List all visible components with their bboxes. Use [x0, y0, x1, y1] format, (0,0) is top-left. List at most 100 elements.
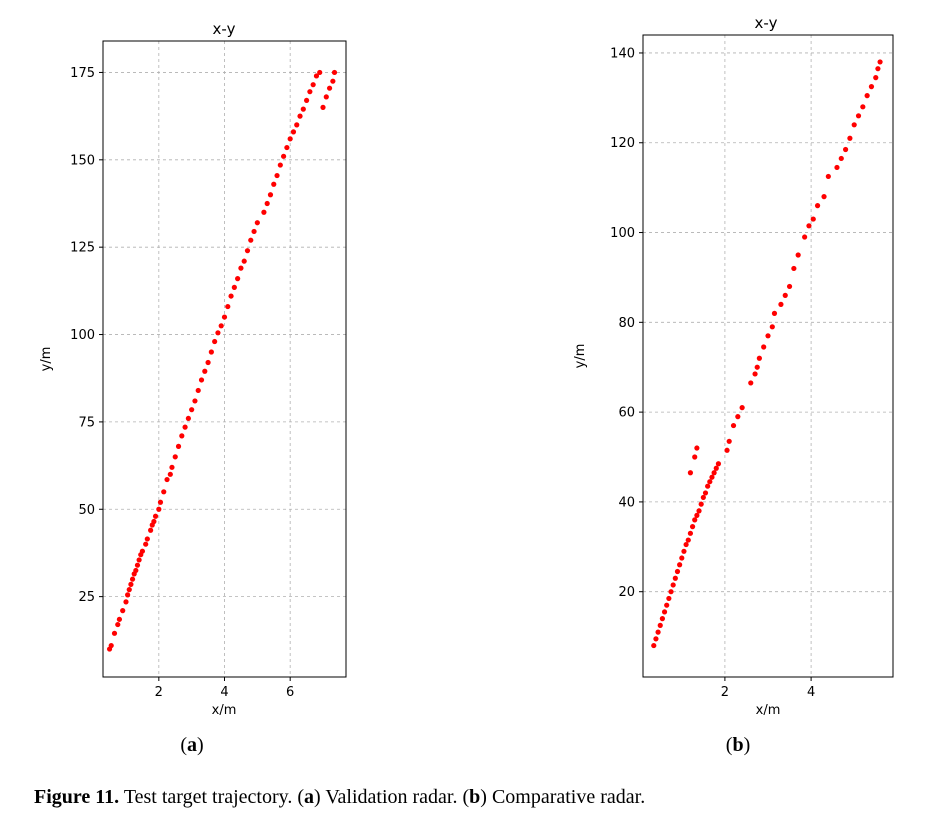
chart-b-ylabel: y/m — [573, 344, 588, 369]
chart-b-point-63 — [855, 113, 862, 119]
chart-b-title: x-y — [755, 14, 778, 32]
chart-b-point-25 — [705, 483, 711, 489]
chart-a-point-62 — [284, 144, 290, 151]
chart-b-point-51 — [795, 252, 801, 258]
chart-a-point-36 — [195, 387, 201, 394]
chart-a-points — [106, 69, 338, 652]
chart-a-point-9 — [128, 581, 134, 587]
chart-b-point-31 — [687, 470, 694, 476]
panel-a-letter: a — [187, 734, 197, 756]
chart-a-point-67 — [300, 106, 306, 112]
chart-a-ytick-label-3: 100 — [70, 328, 95, 343]
chart-a-point-42 — [215, 330, 221, 336]
chart-a-point-1 — [108, 642, 114, 649]
chart-b-point-17 — [687, 530, 694, 536]
chart-b-ytick-label-4: 100 — [610, 226, 635, 241]
chart-a-point-18 — [144, 536, 150, 542]
chart-a-point-27 — [167, 471, 173, 477]
chart-b-point-20 — [694, 512, 700, 518]
chart-b-point-12 — [677, 562, 683, 568]
chart-b-point-58 — [834, 164, 840, 171]
caption-b: b — [469, 786, 481, 808]
chart-b-point-50 — [791, 265, 797, 272]
chart-a-point-64 — [290, 129, 297, 135]
chart-b-point-49 — [786, 283, 793, 290]
chart-b-point-37 — [735, 414, 741, 420]
chart-b-ytick-label-3: 80 — [618, 316, 635, 331]
chart-b-point-57 — [825, 173, 831, 180]
chart-b-point-28 — [711, 470, 717, 476]
chart-a-point-77 — [331, 69, 338, 76]
chart-b-point-62 — [851, 122, 857, 128]
chart-a-point-33 — [185, 415, 191, 422]
chart-b-point-53 — [806, 223, 812, 229]
chart-a-point-3 — [115, 621, 121, 628]
chart-a-point-2 — [111, 630, 118, 636]
chart-a-point-34 — [189, 407, 195, 413]
chart-b-point-11 — [674, 568, 681, 575]
chart-b-point-52 — [802, 234, 808, 240]
chart-b-point-54 — [810, 216, 816, 222]
chart-b-ytick-label-6: 140 — [610, 46, 635, 61]
chart-b-point-24 — [702, 490, 709, 496]
chart-a-point-58 — [271, 181, 277, 187]
chart-a-point-17 — [143, 541, 149, 547]
chart-b-point-66 — [868, 84, 875, 90]
chart-a-point-29 — [172, 454, 178, 460]
chart-b-point-2 — [655, 629, 661, 635]
chart-b-grid — [643, 35, 893, 677]
chart-a-ytick-label-2: 75 — [78, 415, 95, 430]
chart-b-ytick-label-5: 120 — [610, 136, 635, 151]
chart-b-point-23 — [700, 494, 706, 501]
chart-a-point-10 — [129, 576, 136, 582]
chart-a-point-31 — [179, 433, 185, 439]
chart-b-point-3 — [657, 622, 663, 628]
chart-a-point-70 — [310, 82, 316, 88]
chart-b-point-19 — [692, 517, 698, 523]
chart-b-point-36 — [730, 422, 737, 429]
chart-a-point-69 — [307, 89, 313, 95]
chart-a-ticks: 2 4 6 25 50 75 100 125 150 175 — [70, 66, 294, 700]
chart-a-point-74 — [323, 94, 329, 100]
chart-a-point-37 — [198, 377, 205, 383]
chart-b-point-35 — [726, 438, 732, 444]
chart-a-point-75 — [326, 85, 333, 91]
chart-a-point-43 — [218, 323, 224, 329]
chart-a-title: x-y — [213, 20, 236, 38]
chart-b-point-60 — [842, 146, 849, 153]
caption-label: Figure 11. — [34, 786, 120, 808]
chart-a-point-72 — [317, 69, 323, 76]
chart-b-point-26 — [707, 479, 713, 485]
chart-b-point-42 — [756, 355, 762, 361]
chart-panel-b: x-y 2 4 20 40 60 80 100 120 140 x/m y/m (b) — [573, 14, 894, 756]
chart-b-point-48 — [782, 292, 788, 298]
chart-a-point-19 — [148, 527, 154, 533]
chart-a-point-57 — [267, 192, 274, 198]
chart-b-point-67 — [873, 75, 879, 81]
chart-b-point-22 — [698, 501, 704, 507]
chart-b-point-0 — [651, 642, 657, 649]
figure-caption: Figure 11. Test target trajectory. (a) V… — [34, 786, 645, 809]
chart-b-point-65 — [864, 93, 870, 99]
chart-a-point-46 — [228, 293, 234, 299]
chart-b-point-44 — [765, 333, 771, 339]
chart-b-point-33 — [694, 445, 700, 451]
chart-b-point-4 — [659, 616, 665, 622]
panel-b-sublabel: (b) — [726, 734, 750, 756]
chart-a-point-48 — [235, 276, 241, 282]
chart-b-point-8 — [668, 589, 674, 595]
chart-a-point-76 — [330, 78, 336, 84]
chart-a-point-26 — [164, 476, 170, 483]
chart-b-point-10 — [672, 575, 678, 581]
chart-a-xtick-label-0: 2 — [155, 685, 163, 700]
chart-a-point-35 — [192, 398, 198, 404]
chart-a-point-13 — [134, 562, 141, 568]
caption-text-1: Test target trajectory. ( — [119, 786, 305, 808]
chart-a-point-52 — [248, 237, 254, 243]
chart-b-point-38 — [739, 405, 745, 411]
chart-a-ytick-label-1: 50 — [78, 503, 95, 518]
chart-a-point-73 — [320, 104, 326, 110]
chart-b-points — [651, 59, 883, 649]
chart-a-point-59 — [274, 172, 280, 179]
